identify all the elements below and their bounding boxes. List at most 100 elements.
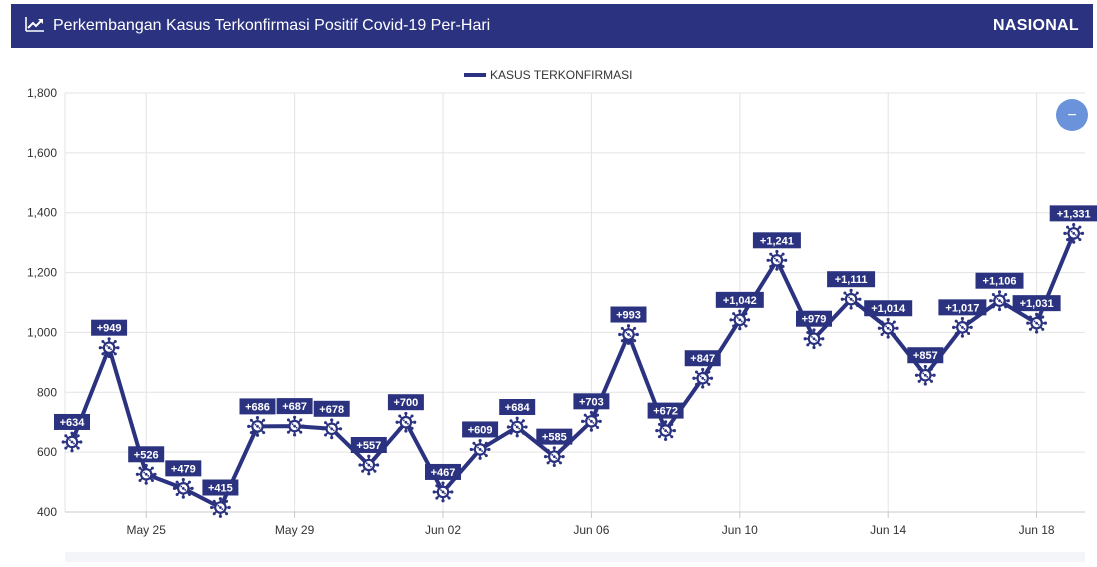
virus-icon [246, 414, 269, 438]
data-label: +1,017 [945, 302, 979, 314]
data-label: +1,241 [760, 235, 794, 247]
data-label: +634 [60, 417, 86, 429]
y-tick-label: 800 [37, 385, 57, 399]
x-tick-label: Jun 02 [425, 523, 461, 537]
y-tick-label: 1,600 [27, 146, 57, 160]
data-label-box [202, 479, 239, 496]
data-label-box [91, 319, 128, 336]
chart-svg: 400 600 800 1,000 1,200 1,400 1,600 1,800 May 25… [27, 68, 1097, 537]
legend-swatch [464, 73, 486, 77]
x-tick-label: Jun 10 [722, 523, 758, 537]
virus-icon [97, 336, 121, 360]
data-label: +1,331 [1057, 208, 1091, 220]
data-label-box [165, 460, 202, 477]
series-line [70, 231, 1076, 510]
data-label: +687 [282, 401, 307, 413]
data-label: +479 [171, 463, 196, 475]
bottom-strip [65, 552, 1085, 562]
data-label: +1,106 [983, 276, 1017, 288]
page-title: Perkembangan Kasus Terkonfirmasi Positif… [53, 17, 491, 34]
data-label-box [462, 421, 499, 438]
virus-icon [1025, 311, 1049, 335]
y-tick-label: 1,200 [27, 266, 57, 280]
grid [64, 92, 1085, 513]
series-line-path [70, 231, 1076, 510]
data-label: +585 [542, 432, 567, 444]
data-label-box [239, 398, 276, 415]
chart-header: Perkembangan Kasus Terkonfirmasi Positif… [11, 4, 1093, 48]
virus-icon [728, 308, 752, 332]
data-label-box [752, 232, 801, 249]
data-label-box [425, 463, 461, 480]
data-label-box [975, 272, 1024, 289]
data-label-box [827, 271, 876, 288]
data-label: +672 [653, 406, 678, 418]
series-markers [60, 221, 1086, 520]
data-label-box [499, 399, 536, 416]
x-tick-label: Jun 06 [573, 523, 609, 537]
data-label-box [796, 310, 832, 327]
data-label: +609 [468, 424, 493, 436]
data-label: +1,111 [835, 274, 868, 286]
data-label-box [907, 347, 944, 364]
data-label: +686 [245, 401, 270, 413]
data-label-box [536, 428, 573, 445]
virus-icon [616, 323, 641, 347]
data-label: +700 [394, 397, 419, 409]
data-label: +1,031 [1020, 298, 1054, 310]
data-label: +703 [579, 396, 604, 408]
header-left: Perkembangan Kasus Terkonfirmasi Positif… [25, 16, 490, 37]
data-label-box [128, 446, 165, 463]
y-tick-label: 1,800 [27, 86, 57, 100]
legend: KASUS TERKONFIRMASI [464, 68, 632, 82]
data-label-box [610, 306, 647, 323]
data-label: +526 [134, 449, 159, 461]
data-label-box [1049, 205, 1097, 222]
data-label-box [938, 299, 987, 316]
region-label: NASIONAL [993, 17, 1079, 34]
data-label-box [350, 437, 387, 454]
data-label: +949 [97, 323, 122, 335]
virus-icon [1062, 221, 1086, 245]
virus-icon [765, 248, 789, 272]
data-label-box [864, 300, 913, 317]
data-label: +557 [356, 440, 381, 452]
axes: 400 600 800 1,000 1,200 1,400 1,600 1,800 May 25… [27, 86, 1085, 537]
data-label-box [573, 393, 610, 410]
data-label-box [387, 394, 424, 411]
virus-icon [171, 476, 195, 500]
virus-icon [283, 414, 307, 438]
y-tick-label: 1,000 [27, 325, 57, 339]
y-tick-label: 600 [37, 445, 57, 459]
x-tick-label: May 29 [275, 523, 315, 537]
data-label-box [1012, 295, 1061, 312]
virus-icon [134, 462, 158, 486]
y-tick-label: 400 [37, 505, 57, 519]
data-labels: +634 +949 +526 +479 +415 +686 +687 +678 +557 +700… [54, 205, 1097, 496]
zoom-out-circle[interactable] [1056, 99, 1088, 131]
line-chart-icon [25, 16, 45, 37]
y-tick-label: 1,400 [27, 206, 57, 220]
data-label: +678 [319, 404, 344, 416]
data-label: +993 [616, 310, 641, 322]
data-label-box [684, 350, 721, 367]
data-label-box [715, 291, 764, 308]
virus-icon [208, 496, 232, 520]
data-label-box [54, 413, 90, 430]
zoom-out-button[interactable]: − [1056, 99, 1088, 131]
data-label: +847 [690, 353, 715, 365]
data-label: +857 [913, 350, 938, 362]
x-tick-label: Jun 14 [870, 523, 906, 537]
data-label-box [647, 402, 684, 419]
minus-icon[interactable]: − [1067, 107, 1076, 124]
line-chart: 400 600 800 1,000 1,200 1,400 1,600 1,800 May 25… [0, 48, 1097, 562]
legend-label: KASUS TERKONFIRMASI [490, 68, 632, 82]
data-label: +1,014 [871, 303, 906, 315]
data-label: +415 [208, 483, 233, 495]
x-tick-label: May 25 [127, 523, 167, 537]
data-label: +979 [802, 314, 827, 326]
data-label-box [313, 400, 350, 417]
data-label: +1,042 [723, 295, 757, 307]
data-label-box [276, 398, 313, 415]
data-label: +467 [431, 467, 456, 479]
